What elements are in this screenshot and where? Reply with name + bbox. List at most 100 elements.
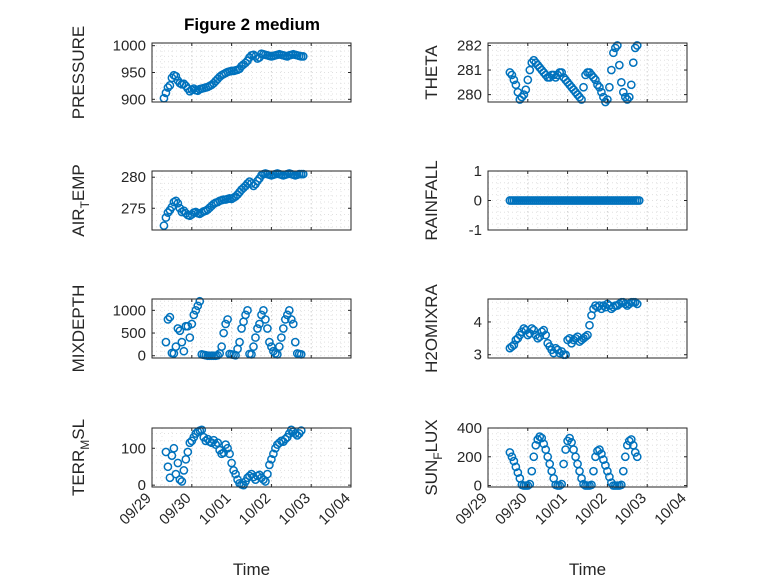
data-point (288, 319, 298, 329)
data-point (277, 333, 286, 342)
data-point (595, 445, 604, 454)
data-point (177, 337, 187, 347)
data-point (193, 301, 203, 311)
y-tick-label: 0 (138, 348, 146, 365)
data-point (185, 438, 195, 448)
data-point (611, 43, 620, 53)
data-point (632, 41, 642, 50)
data-point (243, 305, 252, 315)
data-point (622, 95, 632, 104)
data-point (509, 456, 519, 466)
data-point (593, 80, 602, 90)
data-series-pressure (159, 49, 308, 103)
data-point (525, 479, 535, 489)
data-point (565, 333, 574, 343)
data-point (223, 443, 232, 453)
data-point (278, 324, 288, 333)
data-point (511, 462, 521, 472)
data-point (557, 68, 566, 77)
data-point (579, 82, 588, 92)
data-point (535, 432, 545, 441)
data-point (235, 337, 244, 347)
data-point (167, 202, 177, 212)
data-point (517, 92, 527, 102)
data-point (628, 58, 638, 68)
data-point (601, 461, 610, 470)
data-point (179, 466, 189, 475)
data-point (251, 333, 260, 342)
data-point (267, 342, 276, 352)
data-point (533, 333, 543, 343)
data-point (161, 88, 171, 98)
y-tick-label: 500 (121, 325, 146, 342)
data-point (284, 305, 294, 315)
data-point (519, 90, 529, 99)
data-point (175, 475, 185, 484)
data-point (265, 337, 274, 347)
data-point (523, 75, 533, 85)
subplot-rainfall: -1 0 1 RAINFALL (422, 160, 688, 241)
y-tick-label: 950 (121, 65, 146, 82)
data-point (241, 58, 250, 68)
data-point (249, 342, 258, 352)
plot-area (488, 428, 687, 487)
axes-box (487, 427, 688, 488)
y-tick-label: 0 (474, 193, 482, 210)
y-tick-label: 281 (457, 62, 482, 79)
data-point (599, 301, 608, 310)
data-point (171, 71, 181, 81)
data-point (523, 330, 533, 340)
data-point (298, 52, 308, 61)
y-tick-label: 0 (138, 477, 146, 494)
data-point (597, 87, 606, 97)
data-point (519, 324, 529, 333)
data-point (231, 469, 240, 479)
data-point (618, 466, 628, 476)
data-point (169, 443, 179, 453)
data-point (541, 330, 551, 340)
data-point (173, 198, 183, 208)
data-point (603, 95, 612, 104)
axes-box (151, 170, 352, 231)
data-point (620, 452, 630, 462)
data-point (173, 324, 183, 333)
x-axis-label: Time (569, 560, 606, 579)
y-axis-label: H2OMIXRA (422, 283, 441, 372)
data-point (609, 48, 618, 58)
data-series-mixdepth (161, 296, 306, 361)
data-point (163, 83, 173, 92)
subplot-sun: 0 200 400 09/29 09/30 10/01 10/02 10/03 10/04 Tim… (422, 419, 690, 579)
data-point (605, 472, 614, 482)
data-point (535, 332, 545, 342)
data-point (241, 310, 250, 320)
data-point (614, 60, 624, 70)
y-tick-label: 1000 (113, 302, 146, 319)
data-point (616, 77, 626, 87)
y-tick-label: 280 (457, 87, 482, 104)
data-point (280, 434, 290, 444)
data-point (583, 330, 592, 340)
data-point (183, 447, 193, 457)
data-point (507, 452, 517, 462)
data-point (263, 469, 272, 479)
y-tick-label: 3 (474, 347, 482, 364)
x-tick-label: 10/02 (572, 490, 611, 529)
plot-area (152, 43, 351, 102)
subplot-mixdepth: 0 500 1000 MIXDEPTH (69, 285, 352, 372)
data-point (163, 315, 173, 324)
data-point (634, 196, 644, 205)
data-point (521, 85, 531, 95)
subplot-pressure: 900 950 1000 PRESSURE (69, 26, 352, 119)
data-point (630, 448, 640, 457)
data-point (523, 481, 533, 490)
data-point (505, 68, 515, 77)
data-point (626, 435, 636, 444)
data-point (175, 326, 185, 336)
data-point (223, 315, 232, 324)
data-point (579, 479, 588, 489)
data-point (607, 65, 616, 75)
data-point (539, 325, 549, 335)
y-tick-label: 1000 (113, 38, 146, 55)
y-tick-label: 4 (474, 314, 482, 331)
data-point (577, 95, 586, 104)
